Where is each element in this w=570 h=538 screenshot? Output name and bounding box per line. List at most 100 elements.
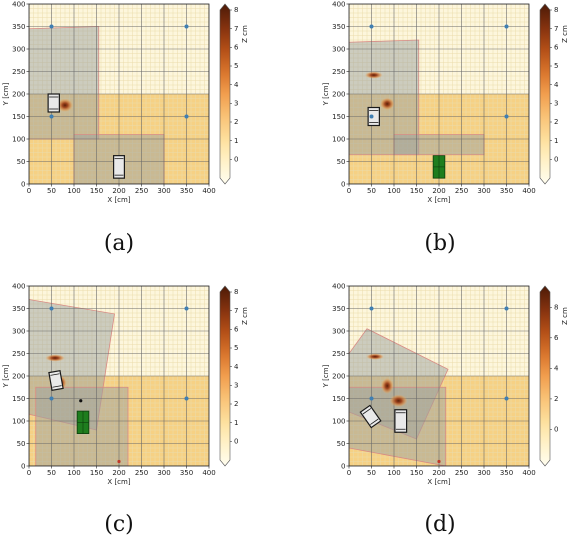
anchor-point bbox=[184, 306, 189, 311]
green-box bbox=[76, 410, 90, 435]
colorbar-tick-label: 0 bbox=[234, 438, 238, 446]
y-tick-label: 250 bbox=[332, 350, 345, 358]
robot bbox=[359, 404, 382, 429]
x-axis-label: X [cm] bbox=[427, 478, 450, 486]
anchor-point bbox=[504, 396, 509, 401]
anchor-point bbox=[369, 114, 374, 119]
y-tick-label: 0 bbox=[21, 462, 25, 470]
colorbar-tick-label: 3 bbox=[554, 100, 558, 108]
y-tick-label: 250 bbox=[12, 350, 25, 358]
y-tick-label: 50 bbox=[17, 440, 26, 448]
x-tick-label: 0 bbox=[27, 469, 31, 477]
anchor-point bbox=[184, 396, 189, 401]
robot-body bbox=[394, 409, 408, 433]
colorbar-tick-label: 7 bbox=[234, 25, 238, 33]
colorbar-tick-label: 8 bbox=[234, 288, 238, 296]
anchor-point bbox=[184, 114, 189, 119]
x-tick-label: 150 bbox=[90, 469, 103, 477]
robot-body bbox=[112, 155, 125, 179]
robot-body bbox=[47, 93, 60, 113]
colorbar-tick-label: 0 bbox=[234, 156, 238, 164]
x-tick-label: 200 bbox=[432, 187, 445, 195]
x-tick-label: 50 bbox=[367, 469, 376, 477]
colorbar-label: Z cm bbox=[241, 25, 249, 43]
colorbar-tick-label: 8 bbox=[234, 6, 238, 14]
fov-polygon bbox=[29, 26, 100, 140]
panel-d: 0 50 100 150 200 250 300 350 400 0 50 100 150 200 250 3… bbox=[322, 282, 569, 537]
x-tick-label: 350 bbox=[500, 187, 513, 195]
colorbar-tick-label: 7 bbox=[234, 307, 238, 315]
y-tick-label: 50 bbox=[337, 158, 346, 166]
x-tick-label: 400 bbox=[522, 187, 535, 195]
hotspot bbox=[380, 97, 395, 111]
panel-caption: (d) bbox=[424, 512, 455, 537]
y-axis-label: Y [cm] bbox=[322, 82, 330, 106]
panel-caption: (a) bbox=[104, 231, 134, 256]
y-tick-label: 150 bbox=[12, 395, 25, 403]
y-tick-label: 100 bbox=[12, 417, 25, 425]
colorbar-label: Z cm bbox=[561, 307, 569, 325]
y-tick-label: 400 bbox=[332, 282, 345, 290]
y-tick-label: 350 bbox=[12, 305, 25, 313]
y-tick-label: 350 bbox=[332, 305, 345, 313]
y-tick-label: 250 bbox=[12, 68, 25, 76]
x-tick-label: 0 bbox=[347, 469, 351, 477]
x-tick-label: 250 bbox=[135, 469, 148, 477]
plot-area bbox=[29, 286, 209, 466]
hotspot bbox=[380, 377, 394, 394]
x-axis-label: X [cm] bbox=[107, 196, 130, 204]
colorbar-tick-label: 8 bbox=[554, 6, 558, 14]
y-tick-label: 200 bbox=[332, 90, 345, 98]
hotspot bbox=[56, 98, 74, 112]
y-axis-label: Y [cm] bbox=[2, 364, 10, 388]
x-tick-label: 400 bbox=[522, 469, 535, 477]
y-tick-label: 400 bbox=[12, 0, 25, 8]
x-tick-label: 300 bbox=[477, 469, 490, 477]
panel-caption: (b) bbox=[424, 231, 455, 256]
colorbar-tick-label: 1 bbox=[554, 137, 558, 145]
panel-caption: (c) bbox=[104, 512, 134, 537]
x-tick-label: 400 bbox=[202, 187, 215, 195]
colorbar-tick-label: 2 bbox=[554, 118, 558, 126]
y-tick-label: 0 bbox=[341, 462, 345, 470]
x-tick-label: 350 bbox=[500, 469, 513, 477]
colorbar-tick-label: 4 bbox=[554, 365, 559, 373]
x-tick-label: 50 bbox=[47, 187, 56, 195]
y-tick-label: 0 bbox=[21, 180, 25, 188]
y-axis-label: Y [cm] bbox=[322, 364, 330, 388]
x-tick-label: 100 bbox=[67, 187, 80, 195]
x-tick-label: 200 bbox=[112, 469, 125, 477]
x-axis-label: X [cm] bbox=[107, 478, 130, 486]
x-tick-label: 300 bbox=[477, 187, 490, 195]
colorbar-label: Z cm bbox=[561, 25, 569, 43]
y-tick-label: 400 bbox=[332, 0, 345, 8]
colorbar-tick-label: 2 bbox=[554, 395, 558, 403]
colorbar-tick-label: 5 bbox=[554, 62, 558, 70]
hotspot bbox=[364, 71, 383, 79]
anchor-point bbox=[49, 306, 54, 311]
y-tick-label: 350 bbox=[12, 23, 25, 31]
plot-area bbox=[349, 286, 529, 466]
x-tick-label: 100 bbox=[387, 469, 400, 477]
anchor-point bbox=[504, 114, 509, 119]
robot-line bbox=[370, 418, 379, 425]
tag-point bbox=[437, 459, 441, 464]
y-tick-label: 150 bbox=[332, 113, 345, 121]
x-tick-label: 0 bbox=[347, 187, 351, 195]
tag-point bbox=[79, 399, 83, 403]
x-tick-label: 50 bbox=[47, 469, 56, 477]
robot-body bbox=[359, 404, 382, 429]
colorbar bbox=[539, 285, 551, 467]
y-tick-label: 100 bbox=[12, 135, 25, 143]
y-tick-label: 100 bbox=[332, 417, 345, 425]
colorbar-tick-label: 8 bbox=[554, 303, 558, 311]
anchor-point bbox=[49, 24, 54, 29]
robot-line bbox=[52, 385, 62, 388]
y-tick-label: 200 bbox=[12, 90, 25, 98]
x-tick-label: 100 bbox=[67, 469, 80, 477]
y-tick-label: 250 bbox=[332, 68, 345, 76]
panel-b: 0 50 100 150 200 250 300 350 4000501001502002503… bbox=[322, 0, 569, 256]
colorbar-tick-label: 2 bbox=[234, 400, 238, 408]
y-tick-label: 200 bbox=[12, 372, 25, 380]
x-tick-label: 250 bbox=[455, 187, 468, 195]
